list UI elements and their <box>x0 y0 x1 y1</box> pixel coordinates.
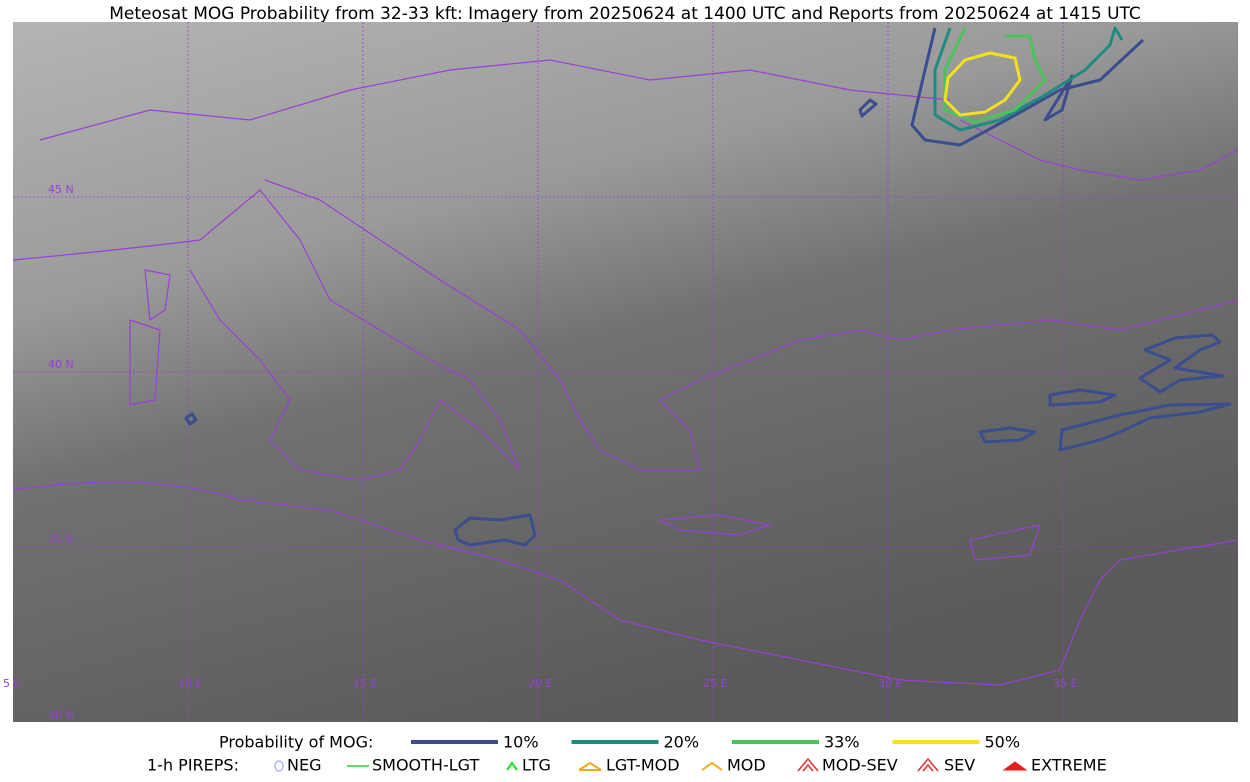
lat-label: 30 N <box>48 709 74 722</box>
legend-label: LGT-MOD <box>606 756 680 775</box>
lon-label: 10 E <box>178 677 202 690</box>
lon-label: 30 E <box>878 677 902 690</box>
contour <box>910 27 1145 147</box>
pirep-icon <box>274 760 284 772</box>
lat-label: 40 N <box>48 358 74 371</box>
graticule <box>13 22 1238 722</box>
pirep-icon <box>797 757 819 772</box>
lon-label: 5 E <box>3 677 20 690</box>
legend-title: 1-h PIREPS: <box>147 756 239 775</box>
lat-label: 35 N <box>48 533 74 546</box>
legend-label: SMOOTH-LGT <box>372 756 479 775</box>
legend-label: 33% <box>824 733 860 752</box>
lon-label: 25 E <box>703 677 727 690</box>
title: Meteosat MOG Probability from 32-33 kft:… <box>109 4 1141 24</box>
legend-label: 20% <box>664 733 700 752</box>
pirep-icon <box>506 761 518 771</box>
lon-label: 15 E <box>353 677 377 690</box>
legend-label: 10% <box>503 733 539 752</box>
pirep-icon <box>917 757 939 772</box>
contour <box>1058 402 1232 452</box>
contour <box>1138 333 1225 394</box>
contour <box>858 74 1074 122</box>
lon-label: 35 E <box>1053 677 1077 690</box>
mog-contours <box>184 26 1232 547</box>
lon-label: 20 E <box>528 677 552 690</box>
legend-label: MOD <box>727 756 766 775</box>
coastlines <box>12 59 1239 686</box>
contour <box>978 388 1117 444</box>
geo-labels: 45 N 40 N 35 N 30 N 5 E 10 E 15 E 20 E 25 E 30 E 3… <box>3 183 1077 722</box>
legend-label: SEV <box>944 756 975 775</box>
legend-label: MOD-SEV <box>822 756 898 775</box>
legend: Probability of MOG: 10% 20% 33% 50% 1-h PIREP… <box>147 733 1107 775</box>
contour <box>943 27 1047 124</box>
map: 45 N 40 N 35 N 30 N 5 E 10 E 15 E 20 E 25 E 30 E 3… <box>3 22 1239 722</box>
lat-label: 45 N <box>48 183 74 196</box>
contour <box>933 26 1124 132</box>
legend-label: LTG <box>522 756 551 775</box>
contour <box>453 513 537 547</box>
legend-label: 50% <box>985 733 1021 752</box>
contour <box>184 412 198 426</box>
contour <box>943 51 1022 117</box>
legend-label: EXTREME <box>1031 756 1107 775</box>
pirep-icon <box>578 761 602 771</box>
legend-label: NEG <box>287 756 321 775</box>
pirep-icon <box>1002 761 1028 771</box>
legend-title: Probability of MOG: <box>219 733 373 752</box>
pirep-icon <box>701 761 723 771</box>
